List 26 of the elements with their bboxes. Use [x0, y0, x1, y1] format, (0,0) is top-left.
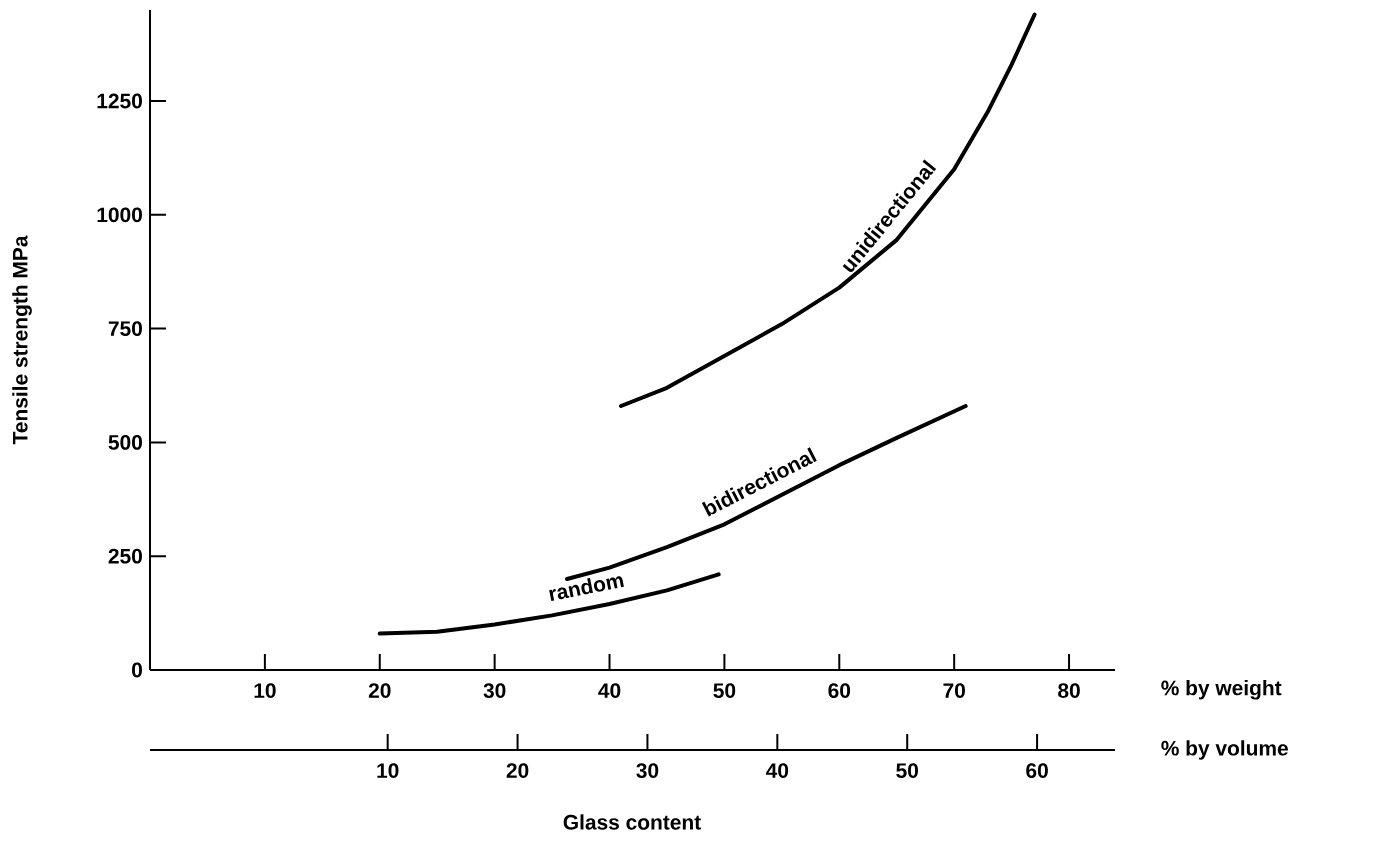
x2-tick-label: 20	[506, 763, 529, 778]
x-tick-label: 70	[943, 683, 965, 698]
y-tick-label: 1000	[97, 207, 142, 223]
x2-tick-label: 40	[766, 763, 789, 778]
y-tick-label: 750	[108, 321, 142, 337]
text: random	[549, 576, 624, 602]
x-tick-label: 50	[713, 683, 736, 698]
x-tick-label: 60	[828, 683, 851, 698]
x-tick-label: 20	[368, 683, 391, 698]
x2-tick-label: 60	[1026, 763, 1048, 778]
line-series	[377, 572, 721, 636]
x-tick-label: 30	[483, 683, 506, 699]
x-tick-label: 80	[1058, 683, 1080, 698]
x2-axis-title: % by volume	[1161, 740, 1288, 760]
text: Glass content	[563, 814, 701, 830]
x-tick-label: 40	[598, 683, 621, 698]
x-tick-label: 10	[254, 683, 276, 698]
y-tick-label: 500	[108, 435, 142, 450]
y-tick-label: 250	[108, 548, 142, 564]
x2-tick-label: 30	[636, 763, 659, 779]
x2-tick-label: 50	[896, 763, 918, 778]
y-tick-label: 0	[132, 662, 142, 678]
x2-tick-label: 10	[377, 763, 399, 778]
y-tick-label: 1250	[97, 93, 142, 109]
y-axis-title: Tensile strength MPa	[12, 235, 32, 445]
x-axis-title: % by weight	[1161, 680, 1282, 700]
